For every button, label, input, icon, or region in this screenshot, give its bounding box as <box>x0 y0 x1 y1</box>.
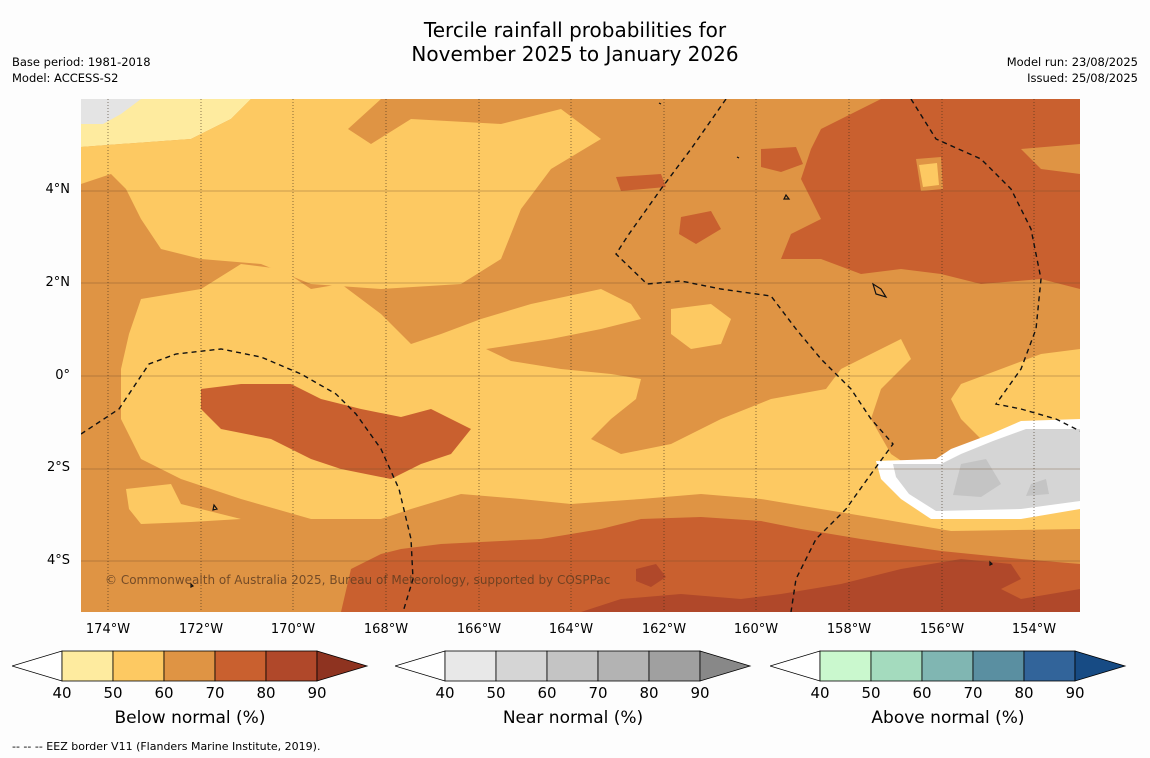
legend-above-title: Above normal (%) <box>871 708 1025 728</box>
cbar-below-90 <box>265 650 318 682</box>
legend-below-title: Below normal (%) <box>114 708 266 728</box>
legend-below-normal <box>10 650 372 688</box>
lat-label-2n: 2°N <box>45 275 71 290</box>
cbar-above-60 <box>870 650 923 682</box>
lon-label-164w: 164°W <box>548 622 594 637</box>
above-tick-70: 70 <box>963 684 983 702</box>
lon-label-172w: 172°W <box>178 622 224 637</box>
region-below-80-blob-1 <box>761 147 803 172</box>
near-tick-50: 50 <box>486 684 506 702</box>
meta-right: Model run: 23/08/2025 Issued: 25/08/2025 <box>1007 54 1138 86</box>
lon-label-160w: 160°W <box>733 622 779 637</box>
title-line-1: Tercile rainfall probabilities for <box>423 18 727 42</box>
lon-label-168w: 168°W <box>363 622 409 637</box>
colorbar-near <box>393 650 752 682</box>
region-below-90-south <box>581 559 1080 612</box>
above-tick-50: 50 <box>861 684 881 702</box>
copyright-notice: © Commonwealth of Australia 2025, Bureau… <box>105 573 611 587</box>
lat-label-4n: 4°N <box>45 182 71 197</box>
legend-near-normal <box>393 650 755 688</box>
region-below-70-ne-cut <box>1021 144 1080 174</box>
title-line-2: November 2025 to January 2026 <box>411 42 739 66</box>
near-tick-80: 80 <box>639 684 659 702</box>
model-name: Model: ACCESS-S2 <box>12 71 119 85</box>
eez-footnote: -- -- -- EEZ border V11 (Flanders Marine… <box>12 740 321 753</box>
region-near-normal-70 <box>953 459 1001 497</box>
cbar-below-80 <box>214 650 267 682</box>
region-below-80-blob-3 <box>679 211 721 244</box>
above-tick-60: 60 <box>912 684 932 702</box>
forecast-map <box>80 98 1081 613</box>
legend-near-title: Near normal (%) <box>502 708 644 728</box>
cbar-above-80 <box>972 650 1025 682</box>
cbar-near-50 <box>444 650 497 682</box>
cbar-below-60 <box>112 650 165 682</box>
near-tick-90: 90 <box>690 684 710 702</box>
cbar-above-min <box>768 650 821 682</box>
lon-label-154w: 154°W <box>1011 622 1057 637</box>
near-tick-60: 60 <box>537 684 557 702</box>
region-below-80-west <box>201 384 471 479</box>
above-tick-80: 80 <box>1014 684 1034 702</box>
region-below-60-center-e <box>671 304 731 349</box>
cbar-below-50 <box>61 650 114 682</box>
region-below-60-ne-hole <box>919 163 939 187</box>
legend-above-normal <box>768 650 1130 688</box>
cbar-below-max <box>316 650 369 682</box>
above-tick-90: 90 <box>1065 684 1085 702</box>
colorbar-above <box>768 650 1127 682</box>
region-below-60-center-s <box>496 459 551 484</box>
cbar-near-70 <box>546 650 599 682</box>
cbar-above-50 <box>819 650 872 682</box>
base-period: Base period: 1981-2018 <box>12 55 151 69</box>
islands <box>190 102 994 588</box>
below-tick-90: 90 <box>307 684 327 702</box>
cbar-below-70 <box>163 650 216 682</box>
region-nodata-nw <box>81 99 141 124</box>
cbar-near-90 <box>648 650 701 682</box>
lon-label-166w: 166°W <box>456 622 502 637</box>
lon-label-156w: 156°W <box>919 622 965 637</box>
region-near-normal-70-b <box>1026 479 1049 496</box>
above-tick-40: 40 <box>810 684 830 702</box>
lat-label-0: 0° <box>55 368 70 383</box>
issued-date: Issued: 25/08/2025 <box>1027 71 1138 85</box>
region-below-80-ne <box>781 99 1080 289</box>
below-tick-60: 60 <box>154 684 174 702</box>
near-tick-70: 70 <box>588 684 608 702</box>
map-title: Tercile rainfall probabilities for Novem… <box>0 18 1150 66</box>
lon-label-162w: 162°W <box>641 622 687 637</box>
region-below-70-pocket <box>676 379 721 397</box>
cbar-below-min <box>10 650 63 682</box>
region-below-60-north <box>81 99 601 289</box>
below-tick-80: 80 <box>256 684 276 702</box>
cbar-near-max <box>699 650 752 682</box>
lon-label-174w: 174°W <box>85 622 131 637</box>
region-below-80-blob-2 <box>616 174 666 191</box>
cbar-near-80 <box>597 650 650 682</box>
lat-label-2s: 2°S <box>46 460 70 475</box>
region-below-60-sw <box>126 484 241 524</box>
below-tick-50: 50 <box>103 684 123 702</box>
lon-label-170w: 170°W <box>270 622 316 637</box>
cbar-above-90 <box>1023 650 1076 682</box>
model-run: Model run: 23/08/2025 <box>1006 55 1138 69</box>
cbar-above-max <box>1074 650 1127 682</box>
region-below-90-blob <box>636 564 666 587</box>
below-tick-40: 40 <box>52 684 72 702</box>
near-tick-40: 40 <box>435 684 455 702</box>
cbar-above-70 <box>921 650 974 682</box>
below-tick-70: 70 <box>205 684 225 702</box>
map-svg <box>80 98 1081 613</box>
cbar-near-min <box>393 650 446 682</box>
colorbar-below <box>10 650 369 682</box>
lon-label-158w: 158°W <box>826 622 872 637</box>
meta-left: Base period: 1981-2018 Model: ACCESS-S2 <box>12 54 151 86</box>
lat-label-4s: 4°S <box>46 553 70 568</box>
cbar-near-60 <box>495 650 548 682</box>
eez-borders <box>80 98 1081 613</box>
lat-grid <box>81 190 1080 562</box>
